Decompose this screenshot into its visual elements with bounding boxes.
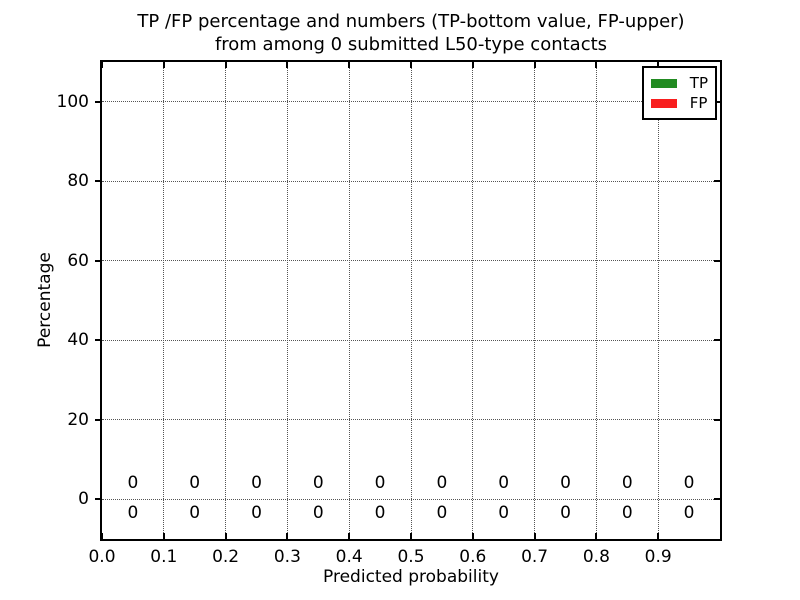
legend-entry-label: TP (689, 74, 708, 92)
y-tick-label: 100 (56, 91, 89, 112)
legend-entry: TP (650, 73, 708, 93)
y-tick-label: 40 (67, 330, 89, 351)
x-tick-mark-top (101, 62, 103, 68)
tp-count-label: 0 (251, 503, 262, 524)
x-gridline (348, 62, 350, 539)
x-gridline (534, 62, 536, 539)
x-tick-label: 0.1 (150, 547, 178, 567)
x-gridline (163, 62, 165, 539)
x-gridline (286, 62, 288, 539)
x-tick-mark-bottom (101, 533, 103, 539)
tp-count-label: 0 (127, 503, 139, 524)
tp-count-label: 0 (374, 503, 386, 524)
x-gridline (410, 62, 412, 539)
plot-area: TP FP 0 0 0 0 0 0 0 0 0 0 0 0 0 0 0 0 0 0 0 0 (100, 60, 722, 541)
tp-count-label: 0 (312, 503, 324, 524)
chart-title-line2: from among 0 submitted L50-type contacts (214, 34, 608, 55)
legend: TP FP (641, 66, 717, 120)
x-tick-label: 0.3 (273, 547, 301, 567)
x-tick-mark-top (162, 62, 165, 68)
x-tick-mark-top (595, 62, 598, 68)
y-tick-mark-right (714, 498, 720, 501)
legend-entry: FP (650, 93, 708, 113)
x-gridline (472, 62, 474, 539)
fp-count-label: 0 (127, 473, 139, 494)
x-tick-mark-bottom (224, 533, 227, 539)
x-tick-label: 0.8 (582, 547, 610, 567)
x-tick-label: 0.9 (644, 547, 672, 567)
tp-count-label: 0 (189, 503, 201, 524)
y-tick-mark-left (95, 180, 102, 183)
x-axis-label: Predicted probability (323, 567, 499, 587)
x-tick-mark-top (657, 62, 660, 68)
x-tick-label: 0.6 (459, 547, 487, 567)
x-tick-mark-bottom (410, 533, 412, 539)
x-tick-label: 0.0 (88, 547, 116, 567)
tp-count-label: 0 (560, 503, 571, 524)
x-tick-mark-bottom (348, 533, 351, 539)
y-tick-mark-right (714, 339, 720, 342)
fp-count-label: 0 (560, 473, 571, 494)
chart-title: TP /FP percentage and numbers (TP-bottom… (102, 10, 720, 56)
x-tick-mark-bottom (533, 533, 536, 539)
y-tick-label: 80 (67, 171, 89, 192)
y-tick-label: 0 (78, 489, 89, 510)
fp-count-label: 0 (683, 473, 695, 494)
y-tick-label: 60 (67, 250, 89, 271)
fp-count-label: 0 (312, 473, 324, 494)
x-gridline (595, 62, 597, 539)
x-tick-mark-bottom (595, 533, 598, 539)
fp-count-label: 0 (374, 473, 386, 494)
x-tick-mark-top (286, 62, 289, 68)
y-tick-mark-left (95, 259, 102, 262)
x-tick-label: 0.7 (521, 547, 549, 567)
fp-count-label: 0 (621, 473, 633, 494)
y-tick-mark-left (95, 418, 102, 421)
x-tick-label: 0.5 (397, 547, 425, 567)
fp-count-label: 0 (436, 473, 448, 494)
x-tick-mark-top (224, 62, 227, 68)
y-tick-label: 20 (67, 409, 89, 430)
y-tick-mark-right (714, 180, 720, 183)
tp-count-label: 0 (436, 503, 448, 524)
y-tick-mark-left (95, 100, 102, 103)
y-tick-mark-right (714, 259, 720, 262)
y-tick-mark-left (95, 498, 102, 501)
y-tick-mark-left (95, 339, 102, 342)
tp-count-label: 0 (621, 503, 633, 524)
x-tick-mark-top (471, 62, 474, 68)
chart-title-line1: TP /FP percentage and numbers (TP-bottom… (137, 11, 685, 32)
x-gridline (657, 62, 659, 539)
x-tick-mark-bottom (286, 533, 289, 539)
x-tick-label: 0.4 (335, 547, 363, 567)
legend-entry-label: FP (689, 94, 708, 112)
y-tick-mark-right (714, 100, 720, 103)
x-tick-mark-bottom (162, 533, 165, 539)
x-tick-mark-top (533, 62, 536, 68)
y-tick-mark-right (714, 418, 720, 421)
x-tick-label: 0.2 (212, 547, 240, 567)
tp-count-label: 0 (683, 503, 695, 524)
fp-legend-swatch (650, 98, 677, 108)
x-tick-mark-bottom (657, 533, 660, 539)
fp-count-label: 0 (498, 473, 510, 494)
tp-legend-swatch (650, 78, 677, 88)
x-gridline (225, 62, 227, 539)
fp-count-label: 0 (251, 473, 262, 494)
tp-count-label: 0 (498, 503, 510, 524)
x-tick-mark-top (348, 62, 351, 68)
x-tick-mark-top (410, 62, 412, 68)
x-tick-mark-bottom (471, 533, 474, 539)
fp-count-label: 0 (189, 473, 201, 494)
